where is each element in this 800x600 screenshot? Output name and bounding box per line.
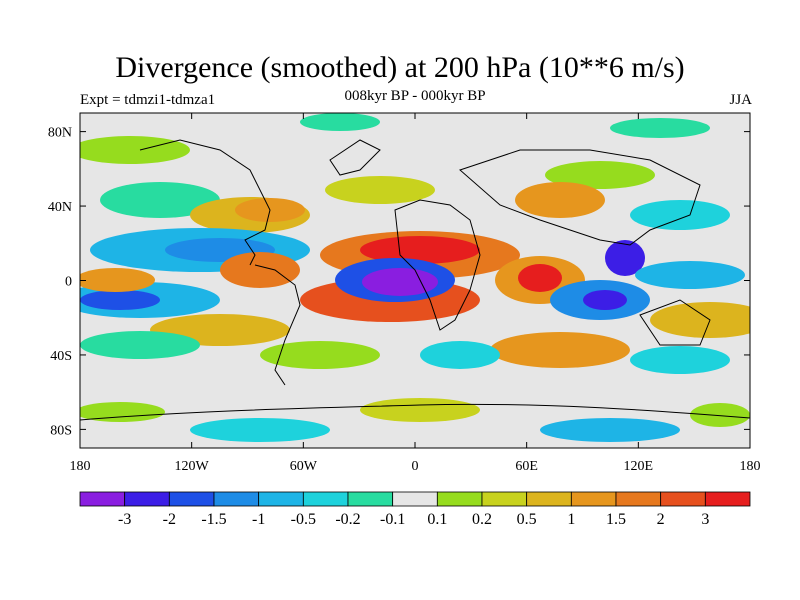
colorbar-label: -3 — [118, 511, 131, 528]
lat-tick-label: 40S — [50, 349, 72, 364]
colorbar-label: 0.2 — [472, 511, 492, 528]
lon-tick-label: 60E — [515, 459, 538, 474]
lon-tick-label: 180 — [70, 459, 91, 474]
lon-tick-label: 180 — [740, 459, 761, 474]
colorbar-label: 2 — [657, 511, 665, 528]
lon-tick-label: 120E — [624, 459, 654, 474]
colorbar-label: -0.1 — [380, 511, 405, 528]
colorbar-label: 0.5 — [517, 511, 537, 528]
colorbar-swatch — [660, 491, 706, 507]
experiment-label: Expt = tdmzi1-tdmza1 — [80, 92, 216, 108]
contour-field — [80, 113, 750, 448]
colorbar-swatch — [347, 491, 394, 507]
colorbar-label: -1 — [252, 511, 265, 528]
colorbar: -3 -2 -1.5 -1 -0.5 -0.2 -0.1 0.1 0.2 0.5 1 1.5 2 3 — [79, 491, 751, 528]
colorbar-swatch — [436, 491, 483, 507]
lat-tick-label: 80N — [48, 126, 72, 141]
colorbar-swatch — [258, 491, 304, 507]
colorbar-swatch — [213, 491, 260, 507]
coastlines — [80, 139, 750, 421]
colorbar-swatch — [392, 491, 438, 507]
lat-tick-label: 0 — [65, 275, 72, 290]
colorbar-label: -2 — [163, 511, 176, 528]
latitude-axis: 80N 40N 0 40S 80S — [48, 126, 750, 438]
colorbar-swatch — [570, 491, 617, 507]
colorbar-swatch — [704, 491, 751, 507]
period-label: 008kyr BP - 000kyr BP — [344, 88, 486, 104]
longitude-axis: 180 120W 60W 0 60E 120E 180 — [70, 113, 761, 474]
lon-tick-label: 60W — [290, 459, 318, 474]
colorbar-label: -0.2 — [335, 511, 360, 528]
figure-title: Divergence (smoothed) at 200 hPa (10**6 … — [115, 51, 685, 84]
colorbar-swatch — [302, 491, 349, 507]
colorbar-label: -1.5 — [201, 511, 226, 528]
colorbar-swatch — [124, 491, 170, 507]
lon-tick-label: 0 — [412, 459, 419, 474]
lon-tick-label: 120W — [175, 459, 210, 474]
season-label: JJA — [729, 92, 752, 108]
lat-tick-label: 80S — [50, 423, 72, 438]
colorbar-swatch — [526, 491, 572, 507]
lat-tick-label: 40N — [48, 200, 72, 215]
colorbar-label: -0.5 — [291, 511, 316, 528]
colorbar-swatch — [79, 491, 126, 507]
colorbar-swatch — [168, 491, 215, 507]
colorbar-label: 1.5 — [606, 511, 626, 528]
colorbar-swatch — [481, 491, 528, 507]
colorbar-label: 0.1 — [427, 511, 447, 528]
colorbar-label: 1 — [567, 511, 575, 528]
colorbar-swatch — [615, 491, 662, 507]
colorbar-label: 3 — [701, 511, 709, 528]
